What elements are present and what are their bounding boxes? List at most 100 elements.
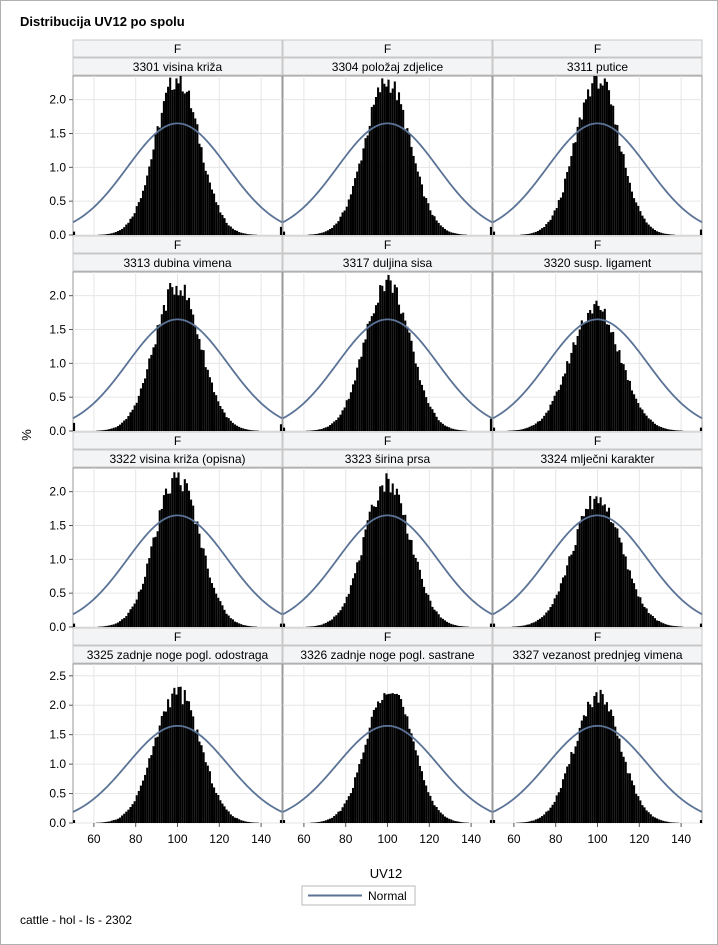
histogram-bar [614,527,617,627]
histogram-bar [536,421,539,431]
histogram-bar [597,503,600,627]
histogram-bar [240,624,243,627]
histogram-bar [660,427,663,431]
histogram-bar [460,234,463,235]
histogram-bar [397,494,401,627]
histogram-bar [630,390,634,431]
histogram-bar [493,820,496,823]
histogram-bar [557,591,560,627]
panel-title-box [282,645,493,664]
histogram-bar [146,369,149,431]
histogram-bar [175,285,178,431]
histogram-bar [354,573,357,627]
histogram-bar [341,410,344,431]
histogram-bar [144,185,147,235]
histogram-bar [333,616,336,627]
histogram-bar [607,324,611,431]
histogram-bar [366,520,369,627]
histogram-bar [493,427,496,431]
panel-title: 3301 visina križa [133,60,223,74]
histogram-bar [383,491,386,627]
histogram-bar [429,210,432,235]
histogram-bar [423,780,426,823]
histogram-bar [127,416,130,431]
histogram-bar [144,378,147,431]
histogram-bar [639,597,642,627]
histogram-bar [192,314,195,431]
histogram-bar [108,821,111,823]
histogram-bar [158,324,161,431]
histogram-bar [528,233,531,235]
histogram-bar [566,766,569,823]
histogram-bar [452,428,455,431]
histogram-bar [676,626,680,627]
histogram-bar [448,231,451,235]
histogram-bar [314,430,317,431]
histogram-bar [429,795,432,823]
histogram-bar [618,145,621,235]
histogram-bar [238,232,241,235]
histogram-bar [614,124,617,235]
histogram-bar [412,155,415,235]
histogram-bar [530,623,533,627]
histogram-bar [236,622,239,627]
histogram-bar [106,625,109,627]
histogram-bar [169,707,172,823]
histogram-bar [154,134,157,235]
histogram-bar [171,478,174,627]
histogram-bar [185,91,188,235]
histogram-bar [190,309,193,431]
histogram-bar [204,170,207,235]
histogram-bar [310,626,313,627]
histogram-bar [643,413,646,431]
histogram-bar [599,310,602,431]
histogram-bar [584,716,588,823]
histogram-bar [331,227,334,235]
histogram-bar [518,626,521,627]
histogram-bar [452,232,455,235]
histogram-bar [595,496,598,627]
histogram-bar [402,109,405,235]
histogram-bar [175,477,178,627]
histogram-bar [441,618,444,627]
histogram-bar [568,166,571,235]
histogram-bar [389,280,392,431]
histogram-bar [250,430,253,431]
histogram-bar [406,128,409,235]
histogram-bar [339,216,342,235]
histogram-bar [630,578,634,627]
histogram-bar [635,589,638,627]
histogram-bar [612,715,615,823]
histogram-bar [167,493,170,627]
histogram-bar [387,79,390,236]
histogram-bar [420,771,424,823]
histogram-bar [181,491,184,627]
histogram-bar [420,578,424,627]
histogram-bar [104,234,107,235]
histogram-bar [169,493,172,627]
histogram-bar [620,542,623,627]
histogram-bar [127,809,130,823]
histogram-bar [612,331,615,431]
histogram-bar [238,623,241,627]
histogram-bar [114,427,117,431]
histogram-bar [345,400,348,431]
histogram-bar [385,86,388,235]
histogram-bar [624,761,627,823]
histogram-bar [351,384,355,431]
histogram-bar [368,125,371,235]
histogram-bar [572,753,575,823]
histogram-bar [576,126,579,235]
histogram-bar [559,583,562,627]
histogram-bar [248,822,251,823]
histogram-bar [666,429,669,431]
histogram-bar [200,745,203,823]
histogram-bar [404,320,407,431]
histogram-bar [389,492,392,627]
histogram-bar [374,707,378,823]
histogram-bar [699,820,702,823]
x-tick-label: 80 [339,832,353,846]
histogram-bar [603,308,606,431]
histogram-bar [187,490,191,627]
histogram-bar [221,214,224,235]
